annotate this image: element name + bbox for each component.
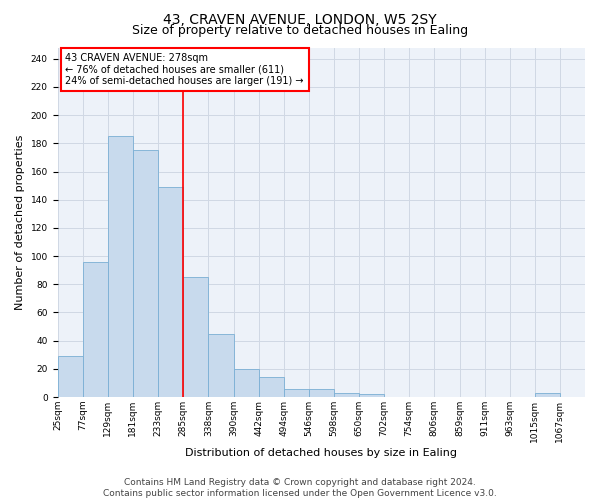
Bar — [58, 356, 83, 397]
Bar — [83, 262, 107, 397]
Text: 43, CRAVEN AVENUE, LONDON, W5 2SY: 43, CRAVEN AVENUE, LONDON, W5 2SY — [163, 12, 437, 26]
Bar — [233, 369, 259, 397]
Text: 43 CRAVEN AVENUE: 278sqm
← 76% of detached houses are smaller (611)
24% of semi-: 43 CRAVEN AVENUE: 278sqm ← 76% of detach… — [65, 52, 304, 86]
Bar — [334, 393, 359, 397]
Text: Contains HM Land Registry data © Crown copyright and database right 2024.
Contai: Contains HM Land Registry data © Crown c… — [103, 478, 497, 498]
Bar — [107, 136, 133, 397]
Bar — [284, 388, 309, 397]
Bar — [535, 393, 560, 397]
Bar — [208, 334, 233, 397]
Bar — [133, 150, 158, 397]
Bar — [158, 187, 183, 397]
Bar — [359, 394, 384, 397]
Bar — [309, 388, 334, 397]
Bar — [259, 378, 284, 397]
Bar — [183, 277, 208, 397]
X-axis label: Distribution of detached houses by size in Ealing: Distribution of detached houses by size … — [185, 448, 457, 458]
Y-axis label: Number of detached properties: Number of detached properties — [15, 134, 25, 310]
Text: Size of property relative to detached houses in Ealing: Size of property relative to detached ho… — [132, 24, 468, 37]
